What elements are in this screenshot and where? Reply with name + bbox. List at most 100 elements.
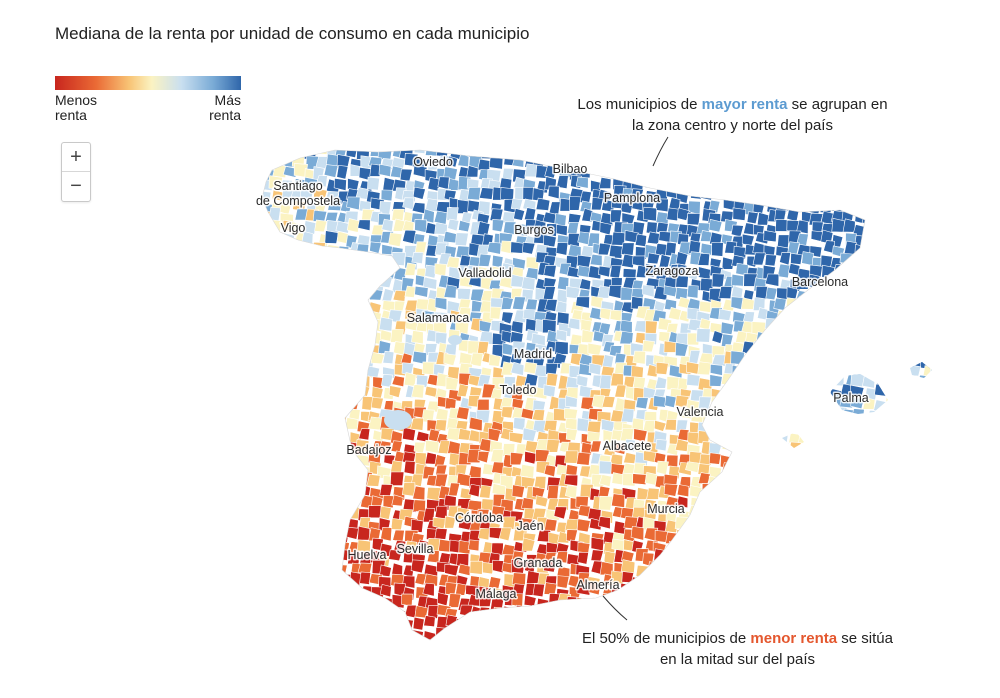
municipality-cell[interactable] xyxy=(885,394,899,409)
municipality-cell[interactable] xyxy=(844,197,857,212)
municipality-cell[interactable] xyxy=(251,297,265,311)
municipality-cell[interactable] xyxy=(678,167,693,180)
municipality-cell[interactable] xyxy=(832,156,846,169)
municipality-cell[interactable] xyxy=(708,165,722,180)
municipality-cell[interactable] xyxy=(811,387,825,402)
municipality-cell[interactable] xyxy=(302,516,316,529)
municipality-cell[interactable] xyxy=(412,616,425,631)
municipality-cell[interactable] xyxy=(699,497,715,510)
municipality-cell[interactable] xyxy=(315,499,330,512)
municipality-cell[interactable] xyxy=(249,631,261,643)
municipality-cell[interactable] xyxy=(306,463,319,476)
municipality-cell[interactable] xyxy=(664,519,679,533)
municipality-cell[interactable] xyxy=(722,616,737,629)
municipality-cell[interactable] xyxy=(559,197,572,212)
municipality-cell[interactable] xyxy=(855,551,869,564)
municipality-cell[interactable] xyxy=(654,175,669,188)
municipality-cell[interactable] xyxy=(524,144,538,157)
municipality-cell[interactable] xyxy=(907,148,923,160)
municipality-cell[interactable] xyxy=(424,451,437,465)
municipality-cell[interactable] xyxy=(504,620,517,634)
municipality-cell[interactable] xyxy=(663,340,677,353)
municipality-cell[interactable] xyxy=(503,221,517,235)
municipality-cell[interactable] xyxy=(306,418,320,433)
municipality-cell[interactable] xyxy=(304,254,319,267)
municipality-cell[interactable] xyxy=(391,130,404,144)
municipality-cell[interactable] xyxy=(872,252,887,268)
municipality-cell[interactable] xyxy=(577,231,590,246)
municipality-cell[interactable] xyxy=(258,274,271,288)
municipality-cell[interactable] xyxy=(548,142,561,155)
municipality-cell[interactable] xyxy=(701,483,716,495)
municipality-cell[interactable] xyxy=(929,609,942,623)
municipality-cell[interactable] xyxy=(873,421,888,436)
municipality-cell[interactable] xyxy=(686,373,701,387)
municipality-cell[interactable] xyxy=(261,155,274,169)
municipality-cell[interactable] xyxy=(491,641,504,652)
municipality-cell[interactable] xyxy=(290,246,303,260)
municipality-cell[interactable] xyxy=(272,163,287,179)
municipality-cell[interactable] xyxy=(445,641,456,653)
municipality-cell[interactable] xyxy=(865,465,879,479)
municipality-cell[interactable] xyxy=(888,254,902,269)
municipality-cell[interactable] xyxy=(521,242,536,255)
municipality-cell[interactable] xyxy=(247,375,259,387)
municipality-cell[interactable] xyxy=(622,145,635,157)
municipality-cell[interactable] xyxy=(785,144,800,158)
municipality-cell[interactable] xyxy=(732,471,745,487)
municipality-cell[interactable] xyxy=(314,537,330,551)
municipality-cell[interactable] xyxy=(281,595,296,609)
municipality-cell[interactable] xyxy=(324,541,339,555)
municipality-cell[interactable] xyxy=(886,176,902,189)
municipality-cell[interactable] xyxy=(800,419,814,434)
municipality-cell[interactable] xyxy=(444,397,457,410)
municipality-cell[interactable] xyxy=(257,549,271,564)
municipality-cell[interactable] xyxy=(723,144,737,157)
municipality-cell[interactable] xyxy=(555,551,568,564)
municipality-cell[interactable] xyxy=(832,574,847,587)
municipality-cell[interactable] xyxy=(866,439,881,453)
municipality-cell[interactable] xyxy=(734,515,747,530)
municipality-cell[interactable] xyxy=(295,574,309,588)
municipality-cell[interactable] xyxy=(333,178,347,192)
municipality-cell[interactable] xyxy=(856,306,869,321)
municipality-cell[interactable] xyxy=(347,485,360,499)
municipality-cell[interactable] xyxy=(822,487,836,502)
municipality-cell[interactable] xyxy=(786,550,800,564)
municipality-cell[interactable] xyxy=(897,276,912,291)
municipality-cell[interactable] xyxy=(345,342,358,357)
municipality-cell[interactable] xyxy=(512,296,526,311)
municipality-cell[interactable] xyxy=(543,464,556,478)
municipality-cell[interactable] xyxy=(249,540,263,555)
municipality-cell[interactable] xyxy=(732,187,745,201)
municipality-cell[interactable] xyxy=(933,242,944,254)
municipality-cell[interactable] xyxy=(830,147,845,161)
municipality-cell[interactable] xyxy=(312,440,326,455)
municipality-cell[interactable] xyxy=(500,636,514,650)
municipality-cell[interactable] xyxy=(323,619,337,632)
municipality-cell[interactable] xyxy=(911,410,923,424)
municipality-cell[interactable] xyxy=(762,460,776,475)
municipality-cell[interactable] xyxy=(741,418,755,434)
municipality-cell[interactable] xyxy=(887,510,901,524)
municipality-cell[interactable] xyxy=(896,364,910,377)
municipality-cell[interactable] xyxy=(916,538,932,551)
municipality-cell[interactable] xyxy=(434,527,448,540)
municipality-cell[interactable] xyxy=(304,299,318,315)
municipality-cell[interactable] xyxy=(723,431,737,445)
municipality-cell[interactable] xyxy=(261,594,275,607)
municipality-cell[interactable] xyxy=(930,531,942,545)
municipality-cell[interactable] xyxy=(764,318,780,332)
municipality-cell[interactable] xyxy=(917,398,930,412)
municipality-cell[interactable] xyxy=(888,583,903,597)
municipality-cell[interactable] xyxy=(391,609,406,622)
municipality-cell[interactable] xyxy=(834,455,848,468)
municipality-cell[interactable] xyxy=(634,165,647,178)
municipality-cell[interactable] xyxy=(865,539,879,555)
municipality-cell[interactable] xyxy=(311,605,326,618)
municipality-cell[interactable] xyxy=(620,605,633,619)
municipality-cell[interactable] xyxy=(785,330,799,344)
municipality-cell[interactable] xyxy=(486,241,502,255)
municipality-cell[interactable] xyxy=(565,395,578,408)
municipality-cell[interactable] xyxy=(588,581,601,596)
